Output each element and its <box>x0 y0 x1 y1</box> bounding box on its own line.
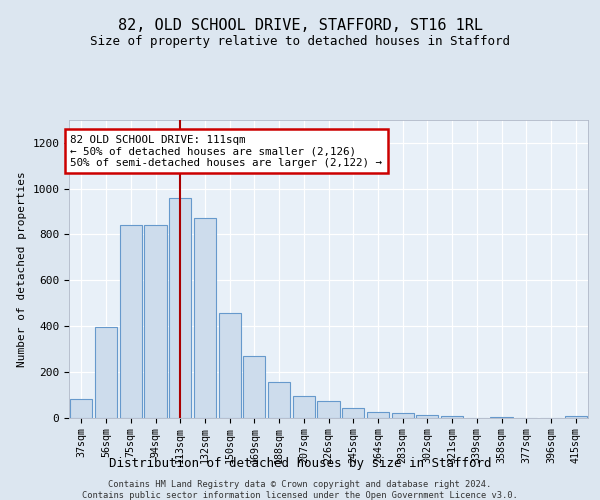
Bar <box>367 412 389 418</box>
Text: Contains HM Land Registry data © Crown copyright and database right 2024.: Contains HM Land Registry data © Crown c… <box>109 480 491 489</box>
Bar <box>70 399 92 417</box>
Bar <box>194 218 216 418</box>
Text: 82 OLD SCHOOL DRIVE: 111sqm
← 50% of detached houses are smaller (2,126)
50% of : 82 OLD SCHOOL DRIVE: 111sqm ← 50% of det… <box>70 135 382 168</box>
Bar <box>119 226 142 418</box>
Bar <box>490 417 512 418</box>
Text: Distribution of detached houses by size in Stafford: Distribution of detached houses by size … <box>109 458 491 470</box>
Bar <box>293 396 315 417</box>
Bar <box>243 356 265 418</box>
Bar <box>416 415 439 418</box>
Bar <box>342 408 364 418</box>
Bar <box>392 414 414 418</box>
Text: Contains public sector information licensed under the Open Government Licence v3: Contains public sector information licen… <box>82 491 518 500</box>
Bar <box>317 402 340 417</box>
Bar <box>218 314 241 418</box>
Bar <box>565 416 587 418</box>
Bar <box>268 382 290 418</box>
Text: Size of property relative to detached houses in Stafford: Size of property relative to detached ho… <box>90 35 510 48</box>
Text: 82, OLD SCHOOL DRIVE, STAFFORD, ST16 1RL: 82, OLD SCHOOL DRIVE, STAFFORD, ST16 1RL <box>118 18 482 32</box>
Bar <box>169 198 191 418</box>
Y-axis label: Number of detached properties: Number of detached properties <box>17 171 27 366</box>
Bar <box>95 327 117 418</box>
Bar <box>145 226 167 418</box>
Bar <box>441 416 463 418</box>
